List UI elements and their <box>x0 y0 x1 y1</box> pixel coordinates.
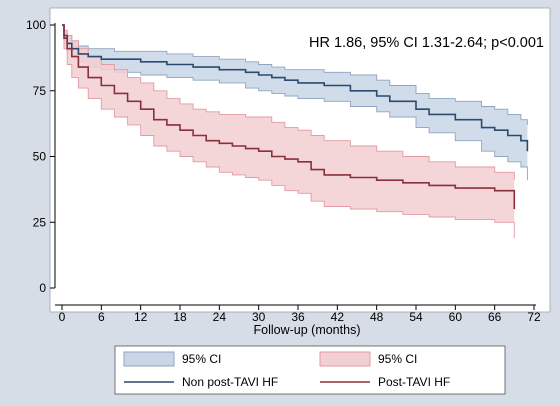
y-tick-label: 25 <box>33 215 47 229</box>
legend-label-post: Post-TAVI HF <box>378 375 450 389</box>
x-tick-label: 36 <box>291 310 305 324</box>
x-tick-label: 6 <box>98 310 105 324</box>
hazard-ratio-annotation: HR 1.86, 95% CI 1.31-2.64; p<0.001 <box>309 35 544 51</box>
x-tick-label: 24 <box>213 310 227 324</box>
x-tick-label: 42 <box>331 310 345 324</box>
y-tick-label: 50 <box>33 150 47 164</box>
x-tick-label: 12 <box>134 310 148 324</box>
x-tick-label: 60 <box>449 310 463 324</box>
y-tick-label: 0 <box>39 281 46 295</box>
x-tick-label: 66 <box>488 310 502 324</box>
legend-swatch-non-post-ci <box>123 351 175 367</box>
survival-lines <box>62 24 529 210</box>
ci-upper-non-post <box>62 24 528 125</box>
survival-line-non-post <box>62 24 529 152</box>
legend-box <box>114 345 506 395</box>
x-ticks: 0 6 12 18 24 30 36 42 48 54 60 66 72 <box>59 305 541 324</box>
legend-label-non-post: Non post-TAVI HF <box>182 375 278 389</box>
x-tick-label: 48 <box>370 310 384 324</box>
legend-swatch-post-ci <box>319 351 371 367</box>
x-tick-label: 54 <box>409 310 423 324</box>
x-tick-label: 30 <box>252 310 266 324</box>
y-tick-label: 100 <box>26 18 46 32</box>
x-tick-label: 72 <box>527 310 541 324</box>
ci-band-post <box>62 25 515 238</box>
legend-label-post-ci: 95% CI <box>378 352 417 366</box>
x-tick-label: 0 <box>59 310 66 324</box>
y-ticks: 0 25 50 75 100 <box>26 18 55 295</box>
x-axis-title: Follow-up (months) <box>254 323 361 337</box>
ci-lower-post <box>62 24 515 238</box>
survival-line-post <box>62 24 516 210</box>
legend: 95% CI 95% CI Non post-TAVI HF Post-TAVI… <box>114 345 506 395</box>
x-tick-label: 18 <box>173 310 187 324</box>
legend-label-non-post-ci: 95% CI <box>182 352 221 366</box>
y-tick-label: 75 <box>33 84 47 98</box>
